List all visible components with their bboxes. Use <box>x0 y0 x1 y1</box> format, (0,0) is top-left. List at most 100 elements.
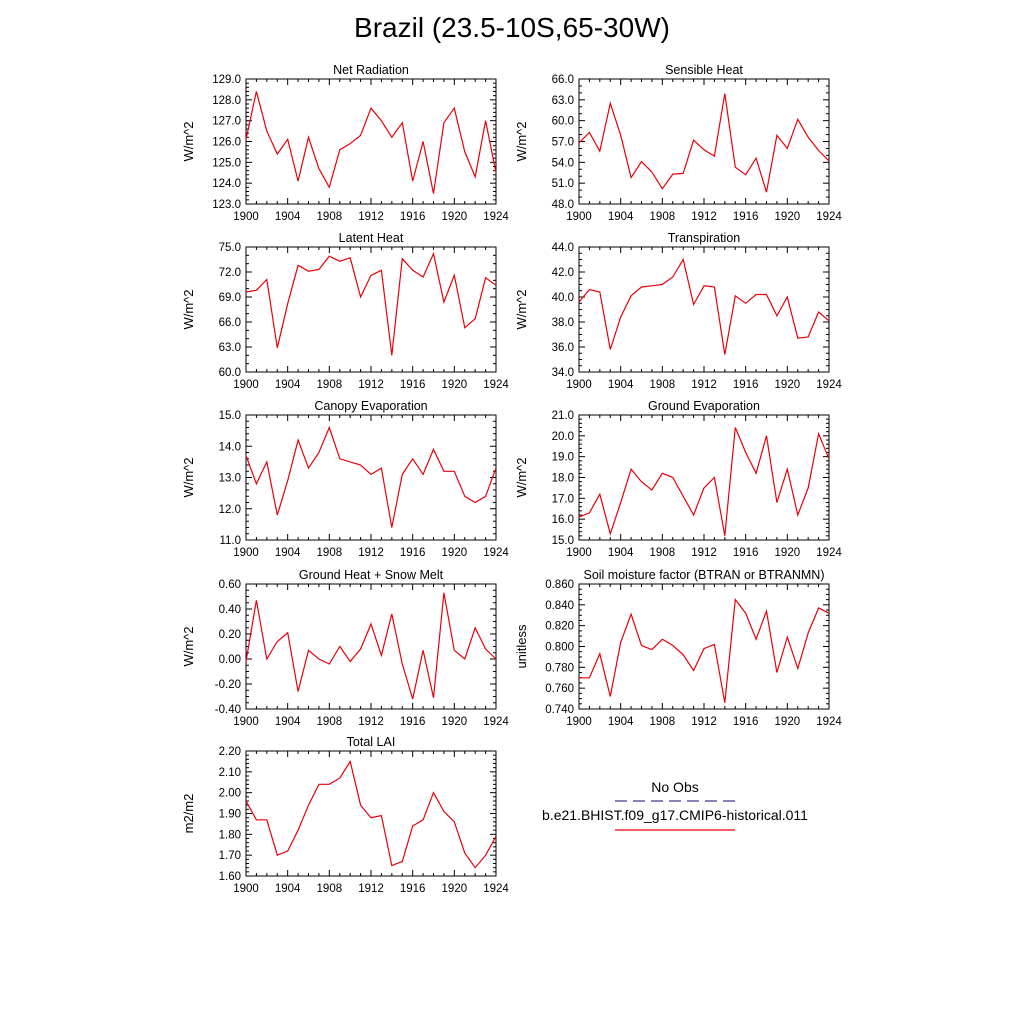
y-axis-label: W/m^2 <box>514 289 529 329</box>
y-tick-label: 16.0 <box>552 514 574 526</box>
x-tick-label: 1912 <box>691 211 717 223</box>
series-line-0 <box>245 91 497 194</box>
y-tick-label: 123.0 <box>212 199 241 211</box>
x-tick-label: 1912 <box>358 883 384 895</box>
y-tick-label: 18.0 <box>552 473 574 485</box>
x-tick-label: 1924 <box>816 716 842 728</box>
chart-panel-3: Transpiration W/m^2 1900 1904 1908 1912 1916 19… <box>514 231 842 391</box>
x-tick-label: 1904 <box>275 211 301 223</box>
x-tick-label: 1912 <box>691 547 717 559</box>
y-tick-label: 69.0 <box>219 292 241 304</box>
y-tick-label: 34.0 <box>552 367 574 379</box>
chart-panel-2: Latent Heat W/m^2 1900 1904 1908 1912 1916 1920… <box>181 231 509 391</box>
series-line-0 <box>578 427 830 536</box>
chart-panel-1: Sensible Heat W/m^2 1900 1904 1908 1912 1916 19… <box>514 63 842 223</box>
x-tick-label: 1900 <box>566 379 592 391</box>
chart-panel-4: Canopy Evaporation W/m^2 1900 1904 1908 1912 1… <box>181 399 509 559</box>
y-tick-label: 0.860 <box>545 579 574 591</box>
y-tick-label: 0.840 <box>545 600 574 612</box>
y-tick-label: 66.0 <box>219 317 241 329</box>
y-axis-label: W/m^2 <box>181 121 196 161</box>
panel-title: Ground Heat + Snow Melt <box>299 568 444 582</box>
x-tick-label: 1904 <box>608 547 634 559</box>
panel-title: Canopy Evaporation <box>314 399 427 413</box>
y-tick-label: 20.0 <box>552 431 574 443</box>
y-tick-label: 0.20 <box>219 629 241 641</box>
plot-frame <box>578 414 830 541</box>
x-tick-label: 1904 <box>608 716 634 728</box>
y-tick-label: 1.90 <box>219 809 241 821</box>
y-tick-label: 2.10 <box>219 767 241 779</box>
series-line-0 <box>579 598 830 703</box>
panel-title: Sensible Heat <box>665 63 743 77</box>
chart-panel-0: Net Radiation W/m^2 1900 1904 1908 1912 1916 19… <box>181 63 509 223</box>
x-tick-label: 1916 <box>400 716 426 728</box>
x-tick-label: 1912 <box>691 716 717 728</box>
y-tick-label: 15.0 <box>552 535 574 547</box>
x-tick-label: 1900 <box>566 716 592 728</box>
x-tick-label: 1908 <box>317 379 343 391</box>
y-tick-label: 1.70 <box>219 850 241 862</box>
y-tick-label: 14.0 <box>219 441 241 453</box>
x-tick-label: 1924 <box>816 211 842 223</box>
y-tick-label: 1.60 <box>219 871 241 883</box>
x-tick-label: 1900 <box>233 883 259 895</box>
series-line-0 <box>245 759 497 869</box>
x-tick-label: 1924 <box>816 379 842 391</box>
x-tick-label: 1920 <box>775 379 801 391</box>
x-tick-label: 1920 <box>442 211 468 223</box>
y-tick-label: -0.20 <box>215 679 241 691</box>
x-tick-label: 1908 <box>650 547 676 559</box>
x-tick-label: 1916 <box>400 883 426 895</box>
panel-title: Ground Evaporation <box>648 399 760 413</box>
y-tick-label: 66.0 <box>552 74 574 86</box>
y-tick-label: 12.0 <box>219 504 241 516</box>
y-tick-label: 51.0 <box>552 178 574 190</box>
legend-model-label: b.e21.BHIST.f09_g17.CMIP6-historical.011 <box>542 807 808 823</box>
x-tick-label: 1924 <box>483 716 509 728</box>
x-tick-label: 1916 <box>733 211 759 223</box>
x-tick-label: 1912 <box>358 547 384 559</box>
y-tick-label: -0.40 <box>215 704 241 716</box>
x-tick-label: 1912 <box>691 379 717 391</box>
x-tick-label: 1920 <box>775 547 801 559</box>
y-tick-label: 0.800 <box>545 642 574 654</box>
y-tick-label: 0.760 <box>545 683 574 695</box>
x-tick-label: 1900 <box>233 716 259 728</box>
y-axis-label: W/m^2 <box>514 457 529 497</box>
y-tick-label: 36.0 <box>552 342 574 354</box>
panel-title: Latent Heat <box>339 231 404 245</box>
y-tick-label: 60.0 <box>552 116 574 128</box>
x-tick-label: 1920 <box>442 883 468 895</box>
y-tick-label: 19.0 <box>552 452 574 464</box>
y-tick-label: 0.780 <box>545 662 574 674</box>
x-tick-label: 1908 <box>317 211 343 223</box>
x-tick-label: 1916 <box>400 379 426 391</box>
plot-frame <box>245 78 497 205</box>
series-line-0 <box>578 257 830 355</box>
panel-title: Transpiration <box>668 231 741 245</box>
series-line-0 <box>245 251 497 356</box>
y-tick-label: 1.80 <box>219 829 241 841</box>
x-tick-label: 1904 <box>275 547 301 559</box>
plot-frame <box>578 78 830 205</box>
x-tick-label: 1908 <box>650 211 676 223</box>
x-tick-label: 1924 <box>483 379 509 391</box>
y-tick-label: 54.0 <box>552 157 574 169</box>
y-tick-label: 21.0 <box>552 410 574 422</box>
panel-title: Soil moisture factor (BTRAN or BTRANMN) <box>583 568 824 582</box>
chart-panel-6: Ground Heat + Snow Melt W/m^2 1900 1904 1908… <box>181 568 509 728</box>
plot-frame <box>578 246 830 373</box>
x-tick-label: 1920 <box>775 716 801 728</box>
y-tick-label: 11.0 <box>219 535 241 547</box>
x-tick-label: 1912 <box>358 211 384 223</box>
plot-frame <box>578 583 830 710</box>
x-tick-label: 1924 <box>483 211 509 223</box>
plot-frame <box>245 583 497 710</box>
x-tick-label: 1916 <box>733 547 759 559</box>
y-tick-label: 126.0 <box>212 137 241 149</box>
series-line-0 <box>245 592 497 700</box>
x-tick-label: 1916 <box>733 379 759 391</box>
y-tick-label: 44.0 <box>552 242 574 254</box>
